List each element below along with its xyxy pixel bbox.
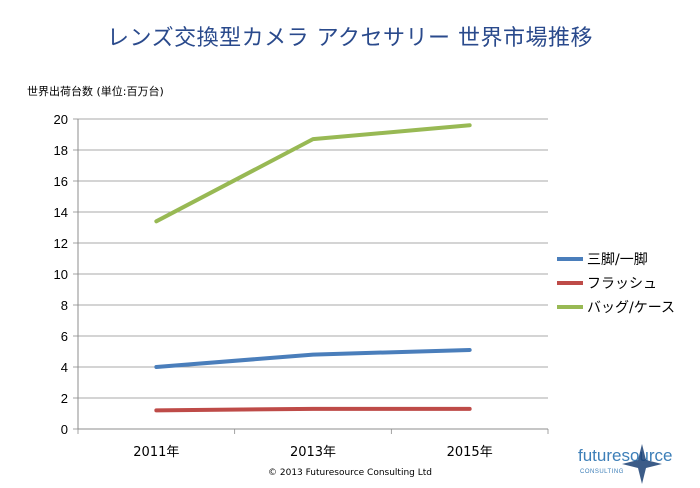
y-tick-label: 6 <box>61 329 68 344</box>
x-tick-label: 2013年 <box>290 445 336 460</box>
series-line <box>154 406 472 413</box>
y-tick-label: 20 <box>54 112 68 127</box>
logo-wordmark: futuresource <box>578 446 673 465</box>
y-axis-label: 世界出荷台数 (単位:百万台) <box>27 85 164 98</box>
logo-subtitle: CONSULTING <box>580 469 624 475</box>
copyright-text: © 2013 Futuresource Consulting Ltd <box>268 468 432 478</box>
x-tick-label: 2011年 <box>133 445 179 460</box>
series-line <box>154 347 472 369</box>
series-line <box>154 123 472 224</box>
y-tick-label: 14 <box>54 205 68 220</box>
legend-label: バッグ/ケース <box>587 300 675 316</box>
y-tick-label: 10 <box>54 267 68 282</box>
y-tick-label: 16 <box>54 174 68 189</box>
legend-label: 三脚/一脚 <box>587 252 648 268</box>
futuresource-logo: futuresource CONSULTING <box>578 440 698 486</box>
logo-star-icon <box>622 444 662 484</box>
y-tick-label: 2 <box>61 391 68 406</box>
x-tick-label: 2015年 <box>447 445 493 460</box>
chart-title: レンズ交換型カメラ アクセサリー 世界市場推移 <box>107 26 593 51</box>
y-tick-label: 4 <box>61 360 68 375</box>
y-tick-label: 8 <box>61 298 68 313</box>
y-tick-label: 12 <box>54 236 68 251</box>
y-tick-label: 18 <box>54 143 68 158</box>
y-tick-label: 0 <box>61 422 68 437</box>
legend-label: フラッシュ <box>587 276 657 292</box>
